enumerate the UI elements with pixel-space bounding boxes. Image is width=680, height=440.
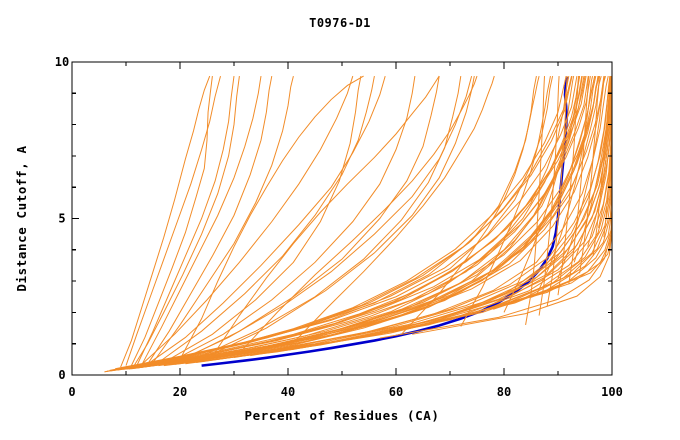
series-line-pred-thin-58 [123, 75, 591, 370]
series-line-pred-vert-73 [568, 76, 590, 285]
x-tick-label: 80 [497, 385, 511, 399]
axes-group [71, 61, 613, 376]
series-line-pred-vert-76 [557, 76, 580, 296]
x-tick-label: 20 [173, 385, 187, 399]
series-line-pred-mid-12 [163, 75, 362, 363]
y-tick-label: 10 [55, 55, 69, 69]
y-tick-label: 5 [58, 212, 65, 226]
series-line-pred-hi-68 [573, 76, 612, 263]
x-tick-label: 40 [281, 385, 295, 399]
series-line-pred-mid-10 [147, 75, 386, 365]
x-tick-label: 100 [601, 385, 623, 399]
series-line-pred-flat-83 [127, 76, 599, 370]
series-line-pred-steep-02 [125, 75, 221, 366]
series-line-pred-vert-77 [579, 76, 601, 274]
series-line-pred-hi-59 [179, 75, 364, 360]
series-line-pred-mid-09 [141, 75, 354, 365]
series-line-pred-thin-56 [115, 75, 587, 371]
series-group [104, 75, 613, 373]
x-tick-label: 60 [389, 385, 403, 399]
series-line-pred-steep-06 [133, 76, 240, 366]
series-line-pred-hi-61 [239, 75, 478, 354]
series-line-pred-mid-14 [179, 75, 440, 362]
series-line-pred-mid-15 [190, 76, 462, 362]
series-line-pred-hi-63 [401, 75, 540, 335]
series-line-pred-steep-04 [136, 76, 235, 366]
series-line-pred-mid-13 [168, 76, 416, 363]
series-line-pred-mid-11 [158, 75, 375, 363]
series-line-pred-vert-75 [538, 76, 560, 316]
series-line-pred-hi-65 [503, 75, 575, 313]
series-line-pred-hi-62 [287, 75, 495, 349]
series-line-pred-steep-05 [141, 76, 262, 365]
y-axis-title: Distance Cutoff, A [14, 145, 29, 291]
series-line-pred-flat-81 [110, 75, 583, 372]
series-line-pred-mid-17 [201, 75, 475, 360]
page-title: T0976-D1 [309, 16, 371, 30]
series-line-pred-band-26 [147, 75, 602, 367]
axis-labels-group: 0 20 40 60 80 100 0 5 10 Percent of Residues (CA)… [14, 55, 623, 423]
series-line-pred-flat-82 [117, 76, 589, 371]
x-tick-label: 0 [68, 385, 75, 399]
series-line-pred-low-36 [174, 75, 612, 365]
y-tick-label: 0 [58, 368, 65, 382]
series-line-pred-band-31 [139, 75, 600, 368]
x-axis-title: Percent of Residues (CA) [244, 408, 439, 423]
series-line-pred-low-37 [190, 76, 612, 363]
series-line-pred-hi-66 [535, 75, 594, 296]
series-line-pred-band-18 [115, 75, 537, 370]
series-line-pred-vert-74 [592, 76, 611, 257]
series-line-pred-flat-84 [135, 76, 605, 369]
series-line-pred-steep-08 [152, 75, 294, 363]
series-line-pred-hi-60 [211, 75, 440, 357]
series-line-pred-steep-03 [130, 76, 213, 366]
series-line-pred-flat-80 [105, 75, 573, 373]
series-line-pred-vert-71 [525, 76, 545, 326]
series-line-pred-steep-07 [147, 75, 273, 365]
series-line-pred-steep-01 [120, 75, 211, 368]
